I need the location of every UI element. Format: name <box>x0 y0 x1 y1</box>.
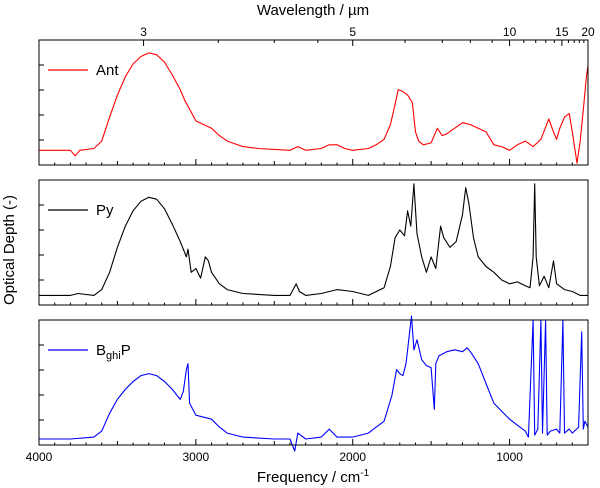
x-axis-title-sup: -1 <box>360 468 369 479</box>
x-tick-label: 3000 <box>183 450 210 464</box>
x-tick-label: 1000 <box>496 450 523 464</box>
series-line-bghip <box>39 315 589 452</box>
x-tick-label: 4000 <box>26 450 53 464</box>
y-axis-title: Optical Depth (-) <box>1 195 18 305</box>
panel-frame <box>38 319 589 446</box>
top-tick-label: 3 <box>140 25 147 39</box>
top-tick-label: 10 <box>503 25 517 39</box>
panel-frame <box>38 179 589 306</box>
panel-ant: Ant <box>38 39 589 166</box>
legend-label-part: Py <box>96 202 114 219</box>
x-tick-label: 2000 <box>339 450 366 464</box>
legend-label: BghiP <box>96 342 131 362</box>
top-tick-label: 5 <box>349 25 356 39</box>
panel-frame <box>38 39 589 166</box>
legend-label-part: B <box>96 342 106 359</box>
panel-bghip: BghiP <box>38 315 589 452</box>
x-axis-title: Frequency / cm-1 <box>257 468 370 486</box>
x-axis-title-main: Frequency / cm <box>257 469 360 486</box>
top-tick-label: 20 <box>581 25 595 39</box>
series-line-py <box>39 183 588 296</box>
series-line-ant <box>39 52 589 164</box>
legend-label-part: Ant <box>96 62 119 79</box>
panel-py: Py <box>38 179 589 306</box>
chart-root: Ant Py BghiP 4000 3000 2000 1000 3 5 10 15 20 <box>26 25 595 464</box>
legend-label: Py <box>96 202 114 219</box>
legend-label-part: ghi <box>106 350 121 362</box>
top-axis-title: Wavelength / µm <box>257 2 369 19</box>
legend-label: Ant <box>96 62 119 79</box>
legend-label-part: P <box>121 342 131 359</box>
top-tick-label: 15 <box>555 25 569 39</box>
